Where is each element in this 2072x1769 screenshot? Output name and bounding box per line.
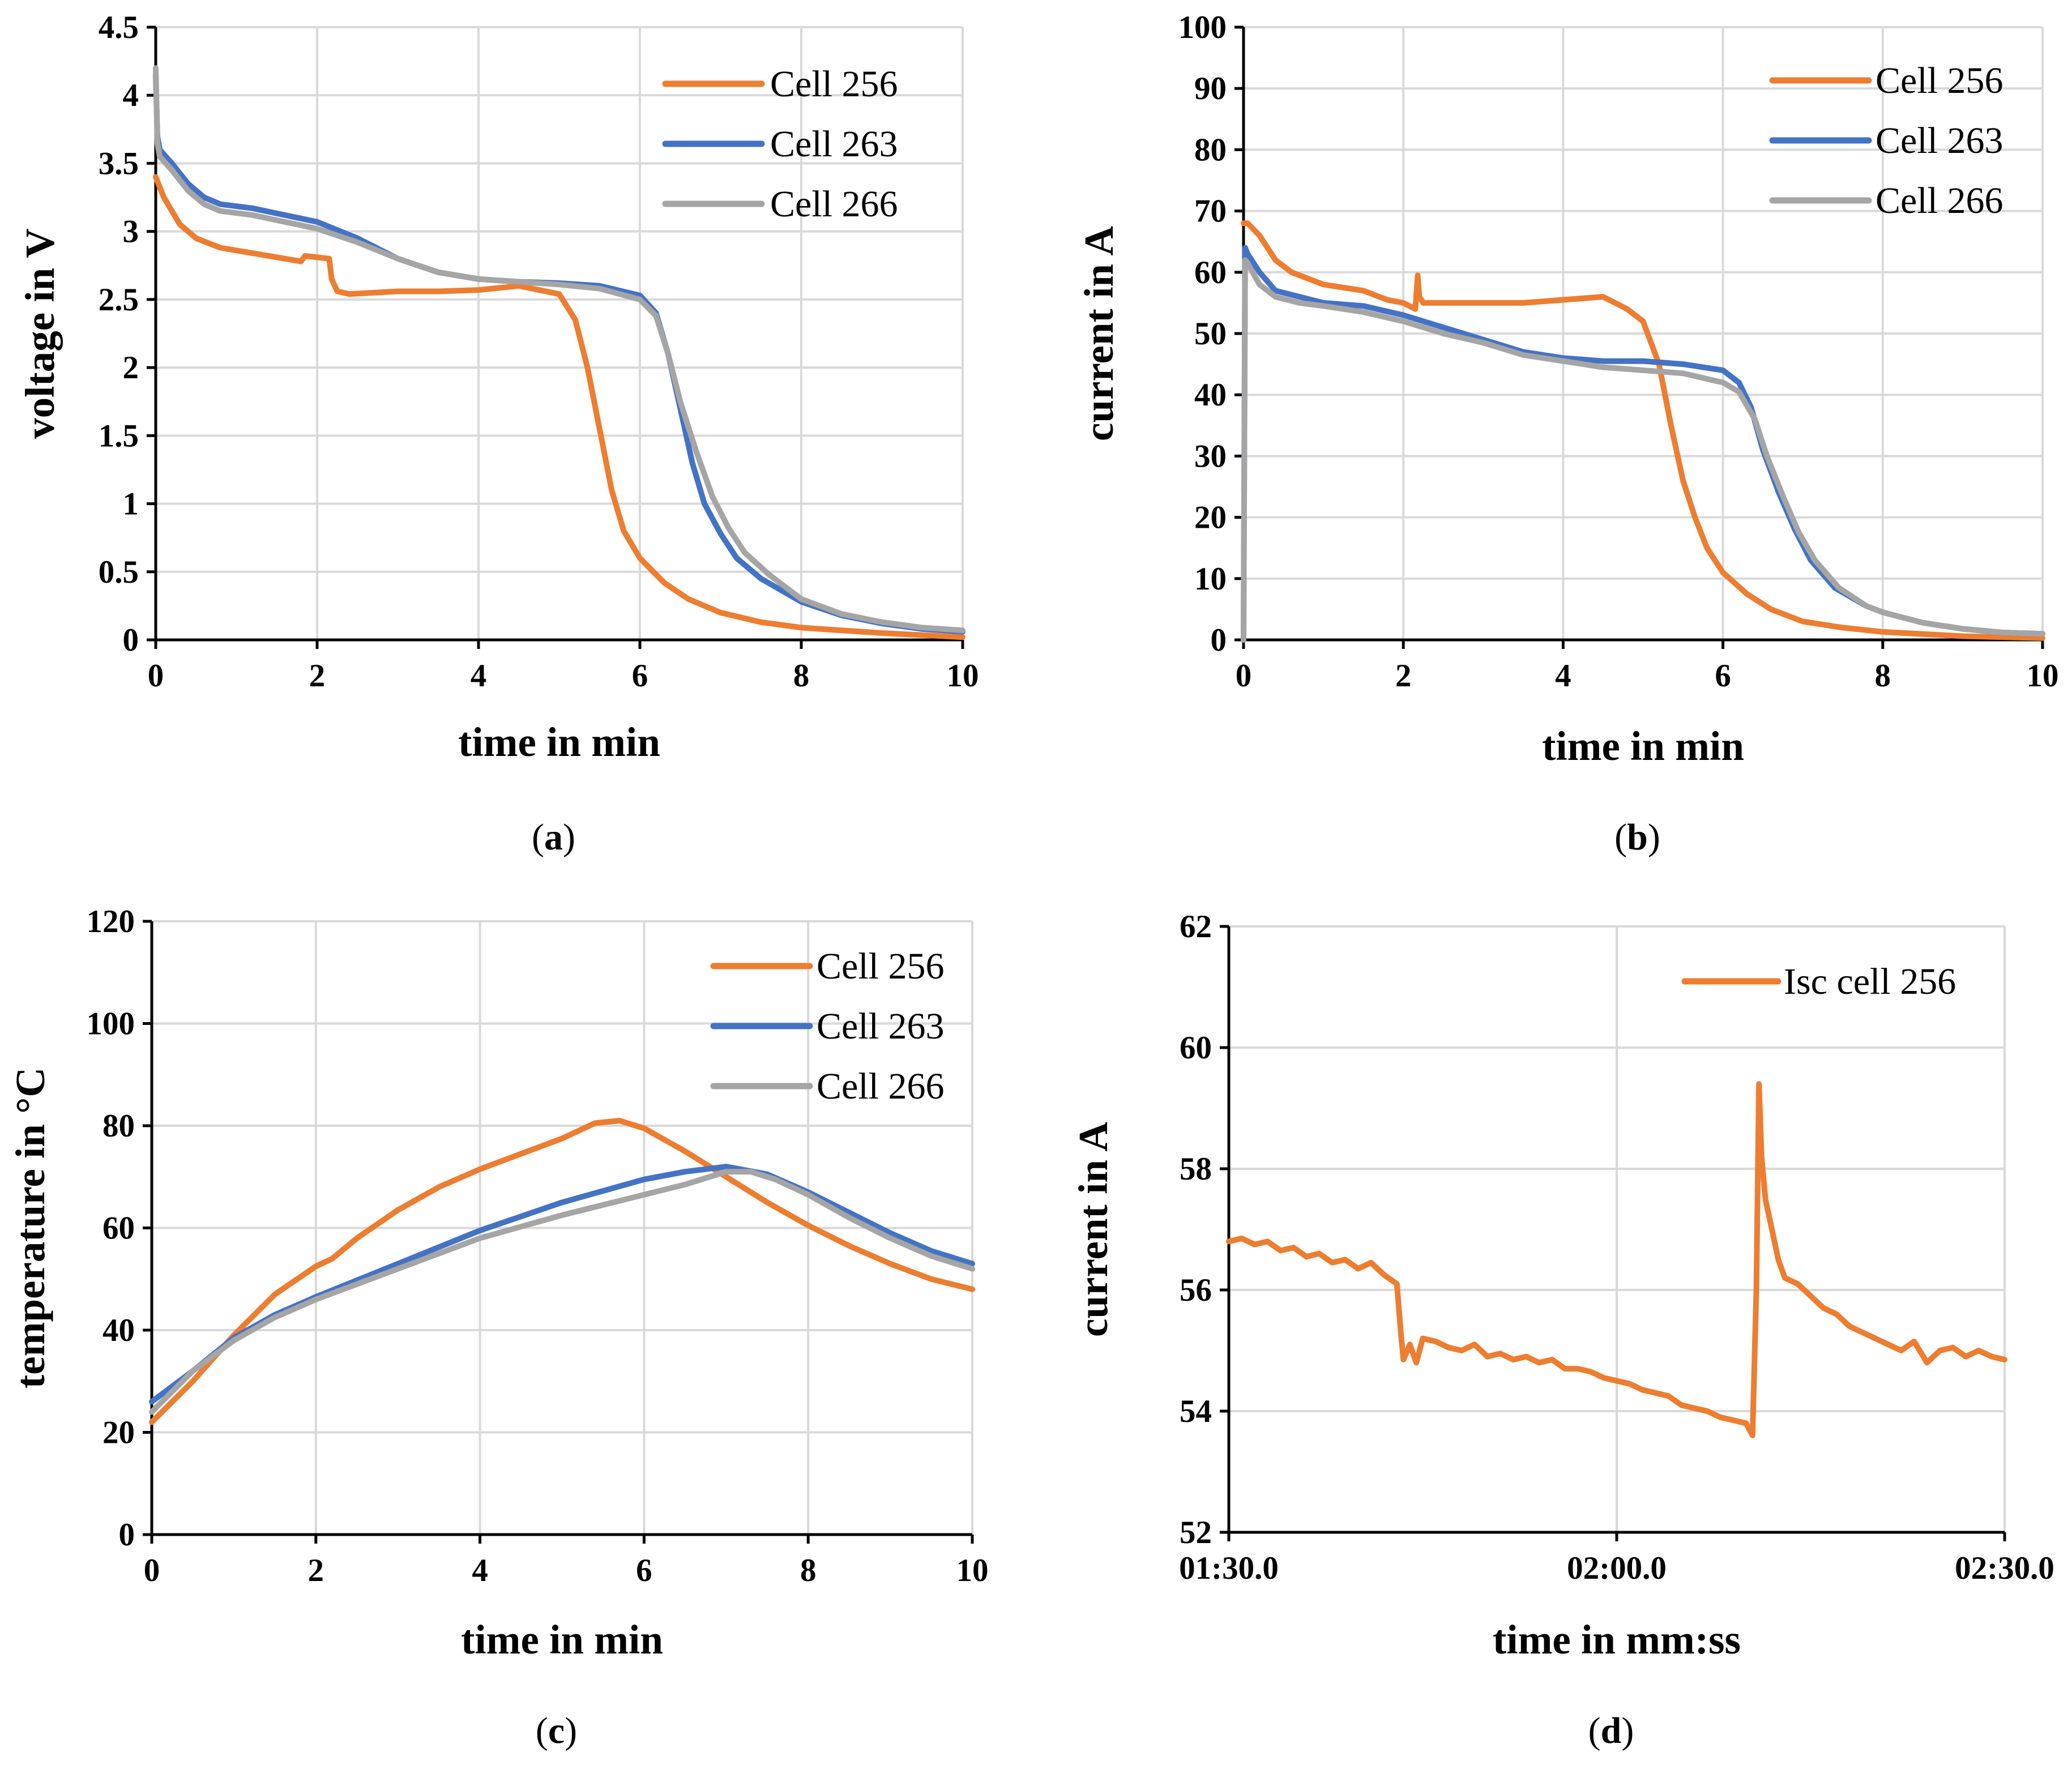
panel-label: (c) xyxy=(536,1710,577,1751)
y-tick-label: 70 xyxy=(1194,194,1227,229)
y-tick-label: 80 xyxy=(102,1108,135,1144)
x-tick-label: 0 xyxy=(144,1553,160,1588)
x-axis-title: time in mm:ss xyxy=(1493,1617,1741,1663)
y-tick-label: 60 xyxy=(1194,255,1227,290)
x-tick-label: 4 xyxy=(471,658,487,694)
y-tick-label: 54 xyxy=(1180,1394,1212,1429)
y-tick-label: 1.5 xyxy=(99,418,139,454)
y-tick-label: 1 xyxy=(123,486,139,522)
x-tick-label: 6 xyxy=(1715,658,1731,694)
series-line-cell-256 xyxy=(149,1118,975,1425)
y-tick-label: 50 xyxy=(1194,316,1227,352)
legend-label: Isc cell 256 xyxy=(1784,961,1956,1002)
y-tick-label: 100 xyxy=(87,1006,135,1042)
legend-label: Cell 263 xyxy=(770,123,898,165)
y-tick-label: 30 xyxy=(1194,438,1227,474)
y-tick-label: 3.5 xyxy=(99,146,139,181)
y-tick-label: 0 xyxy=(123,622,139,658)
panel-label: (d) xyxy=(1588,1710,1634,1751)
y-tick-label: 62 xyxy=(1180,909,1212,945)
x-tick-label: 8 xyxy=(793,658,810,694)
x-axis-title: time in min xyxy=(1542,723,1744,769)
legend-label: Cell 263 xyxy=(817,1006,945,1047)
y-tick-label: 40 xyxy=(102,1313,135,1348)
x-tick-label: 01:30.0 xyxy=(1179,1550,1279,1586)
x-tick-label: 8 xyxy=(800,1553,817,1588)
y-tick-label: 0 xyxy=(1211,622,1227,658)
y-tick-label: 0.5 xyxy=(99,554,139,590)
legend-label: Cell 256 xyxy=(1876,60,2003,101)
x-tick-label: 4 xyxy=(1555,658,1571,694)
legend-label: Cell 266 xyxy=(817,1066,945,1107)
y-tick-label: 20 xyxy=(1194,500,1227,536)
y-tick-label: 2 xyxy=(123,350,139,386)
y-axis-title: current in A xyxy=(1076,226,1122,441)
series-line-cell-256 xyxy=(1241,220,2045,641)
x-axis-title: time in min xyxy=(458,719,660,765)
panel-d: 52 54 56 58 60 62 01:30.0 02:00.0 02:30.0 time in… xyxy=(1070,909,2054,1751)
x-tick-label: 2 xyxy=(1395,658,1412,694)
y-tick-label: 3 xyxy=(123,214,139,250)
y-tick-label: 80 xyxy=(1194,132,1227,168)
series-line-cell-266 xyxy=(149,1169,975,1415)
x-tick-label: 10 xyxy=(947,658,979,694)
x-tick-label: 2 xyxy=(309,658,326,694)
series-line-cell-263 xyxy=(149,1164,975,1405)
y-tick-label: 100 xyxy=(1178,10,1227,45)
y-tick-label: 2.5 xyxy=(99,282,139,318)
y-tick-label: 4 xyxy=(123,78,139,113)
y-axis-title: voltage in V xyxy=(17,228,63,439)
y-tick-label: 60 xyxy=(102,1211,135,1246)
y-tick-label: 20 xyxy=(102,1415,135,1451)
panel-label: (b) xyxy=(1614,817,1660,858)
panel-b: 0 10 20 30 40 50 60 70 80 90 100 0 2 4 6 8 10 time in min… xyxy=(1076,10,2059,858)
legend-label: Cell 263 xyxy=(1876,120,2003,161)
x-tick-label: 2 xyxy=(308,1553,324,1588)
y-tick-label: 0 xyxy=(119,1517,135,1553)
legend-label: Cell 266 xyxy=(770,183,898,225)
x-axis-title: time in min xyxy=(461,1617,663,1663)
y-tick-label: 10 xyxy=(1194,561,1227,597)
x-tick-label: 0 xyxy=(148,658,164,694)
x-tick-label: 02:00.0 xyxy=(1567,1550,1667,1586)
legend-label: Cell 266 xyxy=(1876,180,2003,221)
y-axis-title: temperature in °C xyxy=(7,1067,53,1388)
y-tick-label: 52 xyxy=(1180,1515,1212,1550)
x-tick-label: 6 xyxy=(632,658,648,694)
y-tick-label: 40 xyxy=(1194,377,1227,413)
x-tick-label: 8 xyxy=(1875,658,1891,694)
x-tick-label: 4 xyxy=(472,1553,488,1588)
x-tick-label: 02:30.0 xyxy=(1955,1550,2054,1586)
y-tick-label: 4.5 xyxy=(99,10,139,45)
panel-a: 0 0.5 1 1.5 2 2.5 3 3.5 4 4.5 0 2 4 6 8 10 time in min vo… xyxy=(17,10,979,858)
y-axis-title: current in A xyxy=(1070,1122,1116,1337)
series-line-cell-263 xyxy=(1241,245,2045,643)
series-line-isc-cell-256 xyxy=(1226,1081,2007,1438)
x-tick-label: 10 xyxy=(956,1553,989,1588)
x-tick-label: 6 xyxy=(636,1553,652,1588)
panel-c: 0 20 40 60 80 100 120 0 2 4 6 8 10 time in min tempera… xyxy=(7,904,989,1751)
y-tick-label: 58 xyxy=(1180,1151,1212,1187)
legend-label: Cell 256 xyxy=(817,946,945,987)
legend-label: Cell 256 xyxy=(770,63,898,105)
series-line-cell-266 xyxy=(153,65,965,634)
x-tick-label: 0 xyxy=(1236,658,1252,694)
y-tick-label: 56 xyxy=(1180,1272,1212,1308)
panel-label: (a) xyxy=(532,817,575,858)
y-tick-label: 60 xyxy=(1180,1030,1212,1066)
x-tick-label: 10 xyxy=(2027,658,2059,694)
y-tick-label: 120 xyxy=(87,904,135,939)
series-line-cell-266 xyxy=(1241,257,2045,643)
series-line-cell-256 xyxy=(153,174,965,640)
y-tick-label: 90 xyxy=(1194,71,1227,106)
